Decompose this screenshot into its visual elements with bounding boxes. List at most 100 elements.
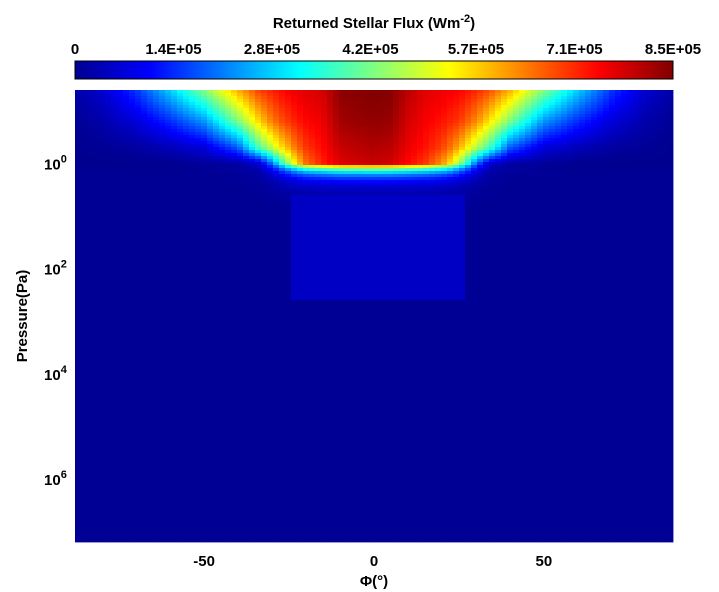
heatmap-cell	[117, 159, 124, 163]
heatmap-cell	[423, 123, 430, 127]
heatmap-cell	[459, 102, 466, 106]
heatmap-cell	[375, 138, 382, 142]
heatmap-cell	[291, 219, 298, 223]
heatmap-cell	[75, 156, 82, 160]
heatmap-cell	[105, 228, 112, 232]
heatmap-cell	[117, 237, 124, 241]
heatmap-cell	[291, 216, 298, 220]
heatmap-cell	[147, 123, 154, 127]
heatmap-cell	[621, 222, 628, 226]
heatmap-cell	[513, 141, 520, 145]
heatmap-cell	[543, 123, 550, 127]
heatmap-cell	[627, 111, 634, 115]
heatmap-cell	[453, 141, 460, 145]
heatmap-cell	[81, 102, 88, 106]
heatmap-cell	[585, 219, 592, 223]
heatmap-cell	[669, 93, 674, 97]
heatmap-cell	[207, 201, 214, 205]
heatmap-cell	[87, 219, 94, 223]
heatmap-cell	[183, 216, 190, 220]
heatmap-cell	[147, 90, 154, 94]
heatmap-cell	[231, 183, 238, 187]
heatmap-cell	[375, 141, 382, 145]
heatmap-cell	[165, 123, 172, 127]
heatmap-cell	[393, 144, 400, 148]
heatmap-cell	[501, 165, 508, 169]
heatmap-cell	[375, 225, 382, 229]
heatmap-cell	[639, 114, 646, 118]
heatmap-cell	[591, 153, 598, 157]
heatmap-cell	[573, 162, 580, 166]
heatmap-cell	[663, 114, 670, 118]
heatmap-cell	[291, 105, 298, 109]
heatmap-cell	[441, 102, 448, 106]
heatmap-cell	[219, 120, 226, 124]
heatmap-cell	[285, 222, 292, 226]
heatmap-cell	[447, 213, 454, 217]
heatmap-cell	[177, 225, 184, 229]
heatmap-cell	[171, 189, 178, 193]
heatmap-cell	[285, 126, 292, 130]
heatmap-cell	[219, 138, 226, 142]
heatmap-cell	[195, 222, 202, 226]
heatmap-cell	[345, 183, 352, 187]
heatmap-cell	[399, 222, 406, 226]
heatmap-cell	[99, 186, 106, 190]
heatmap-cell	[531, 105, 538, 109]
heatmap-cell	[603, 111, 610, 115]
heatmap-cell	[507, 162, 514, 166]
heatmap-cell	[111, 204, 118, 208]
heatmap-cell	[111, 126, 118, 130]
colorbar-tick-label: 1.4E+05	[145, 41, 201, 58]
heatmap-cell	[243, 204, 250, 208]
heatmap-cell	[363, 129, 370, 133]
heatmap-cell	[657, 132, 664, 136]
heatmap-cell	[225, 126, 232, 130]
heatmap-cell	[567, 93, 574, 97]
heatmap-cell	[189, 93, 196, 97]
heatmap-cell	[93, 177, 100, 181]
heatmap-cell	[183, 114, 190, 118]
heatmap-cell	[585, 186, 592, 190]
heatmap-cell	[513, 132, 520, 136]
heatmap-cell	[483, 237, 490, 241]
heatmap-cell	[153, 225, 160, 229]
heatmap-cell	[117, 126, 124, 130]
heatmap-cell	[273, 153, 280, 157]
heatmap-cell	[411, 117, 418, 121]
heatmap-cell	[363, 231, 370, 235]
heatmap-cell	[321, 93, 328, 97]
heatmap-cell	[369, 126, 376, 130]
heatmap-cell	[105, 180, 112, 184]
heatmap-cell	[393, 210, 400, 214]
heatmap-cell	[297, 141, 304, 145]
heatmap-cell	[207, 138, 214, 142]
heatmap-cell	[255, 135, 262, 139]
heatmap-cell	[669, 228, 674, 232]
heatmap-cell	[459, 150, 466, 154]
heatmap-cell	[195, 162, 202, 166]
heatmap-cell	[111, 135, 118, 139]
heatmap-cell	[231, 201, 238, 205]
heatmap-cell	[429, 231, 436, 235]
heatmap-cell	[609, 114, 616, 118]
heatmap-cell	[651, 171, 658, 175]
heatmap-cell	[111, 234, 118, 238]
heatmap-cell	[129, 207, 136, 211]
heatmap-cell	[537, 150, 544, 154]
heatmap-cell	[381, 129, 388, 133]
heatmap-cell	[279, 231, 286, 235]
heatmap-cell	[411, 165, 418, 169]
heatmap-cell	[357, 96, 364, 100]
heatmap-cell	[291, 96, 298, 100]
heatmap-cell	[645, 123, 652, 127]
heatmap-cell	[363, 210, 370, 214]
heatmap-cell	[567, 198, 574, 202]
heatmap-cell	[411, 111, 418, 115]
heatmap-cell	[435, 192, 442, 196]
heatmap-cell	[525, 231, 532, 235]
heatmap-cell	[279, 93, 286, 97]
heatmap-cell	[321, 207, 328, 211]
heatmap-cell	[177, 201, 184, 205]
heatmap-cell	[159, 111, 166, 115]
